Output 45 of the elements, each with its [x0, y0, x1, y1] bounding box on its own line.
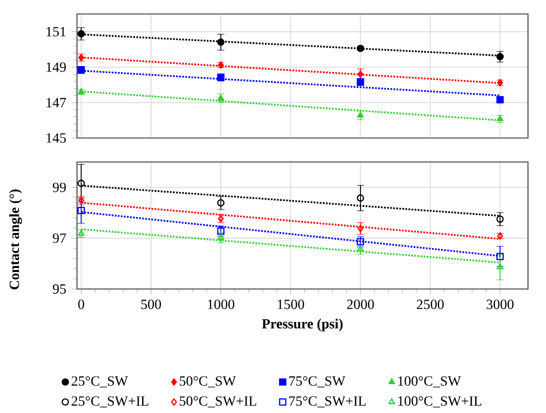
point — [357, 112, 364, 118]
point — [78, 66, 85, 74]
legend-label: 25°C_SW — [72, 376, 128, 388]
point — [358, 224, 364, 232]
x-tick-label: 2500 — [416, 300, 444, 310]
legend-label: 50°C_SW+IL — [180, 396, 256, 408]
legend-label: 75°C_SW+IL — [289, 396, 366, 408]
point — [78, 206, 85, 214]
point — [78, 230, 84, 236]
y-tick-label: 147 — [46, 98, 66, 108]
point — [496, 96, 504, 104]
point — [496, 53, 504, 60]
point — [217, 38, 224, 46]
point — [356, 44, 364, 52]
point — [356, 238, 364, 246]
x-tick-label: 500 — [141, 300, 161, 310]
point — [496, 115, 504, 121]
legend-label: 100°C_SW+IL — [398, 396, 482, 408]
point — [217, 227, 224, 235]
y-tick-label: 149 — [46, 62, 66, 72]
point — [496, 215, 504, 223]
legend-label: 50°C_SW — [180, 376, 236, 388]
x-tick-label: 1500 — [278, 300, 304, 310]
legend-label: 100°C_SW — [398, 376, 461, 388]
y-tick-label: 145 — [46, 133, 66, 143]
legend-label: 25°C_SW+IL — [72, 396, 148, 408]
x-tick-label: 3000 — [486, 300, 514, 310]
y-tick-label: 95 — [52, 284, 66, 294]
y-tick-label: 99 — [52, 182, 66, 192]
y-axis-title: Contact angle (°) — [9, 189, 22, 290]
point — [78, 54, 84, 62]
x-tick-label: 0 — [78, 300, 84, 310]
x-tick-label: 2000 — [347, 300, 374, 310]
y-tick-label: 151 — [46, 27, 66, 36]
point — [218, 94, 224, 100]
point — [358, 70, 364, 78]
point — [78, 30, 85, 38]
point — [78, 88, 84, 94]
x-axis-title: Pressure (psi) — [262, 318, 343, 332]
legend-label: 75°C_SW — [289, 376, 346, 388]
x-tick-label: 1000 — [208, 300, 234, 310]
point — [78, 196, 84, 204]
y-tick-label: 97 — [52, 233, 66, 243]
point — [496, 252, 504, 260]
point — [217, 199, 224, 207]
